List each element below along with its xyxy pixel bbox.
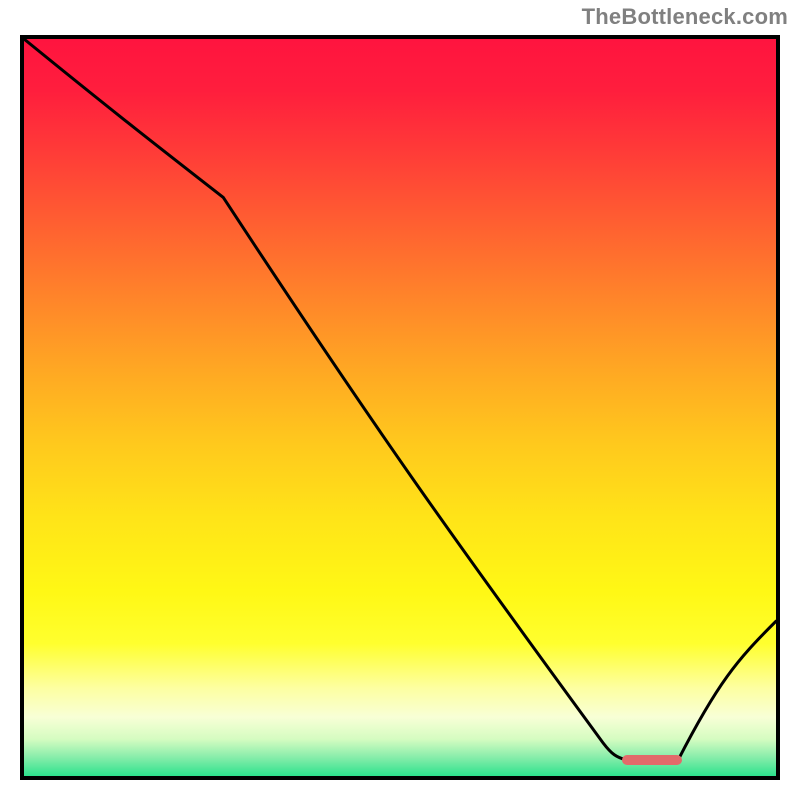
watermark-text: TheBottleneck.com xyxy=(582,4,788,30)
chart-container: TheBottleneck.com xyxy=(0,0,800,800)
plot-area xyxy=(20,35,780,780)
curve-layer xyxy=(24,39,776,776)
bottleneck-curve xyxy=(24,39,776,760)
optimal-range-marker xyxy=(622,755,682,765)
